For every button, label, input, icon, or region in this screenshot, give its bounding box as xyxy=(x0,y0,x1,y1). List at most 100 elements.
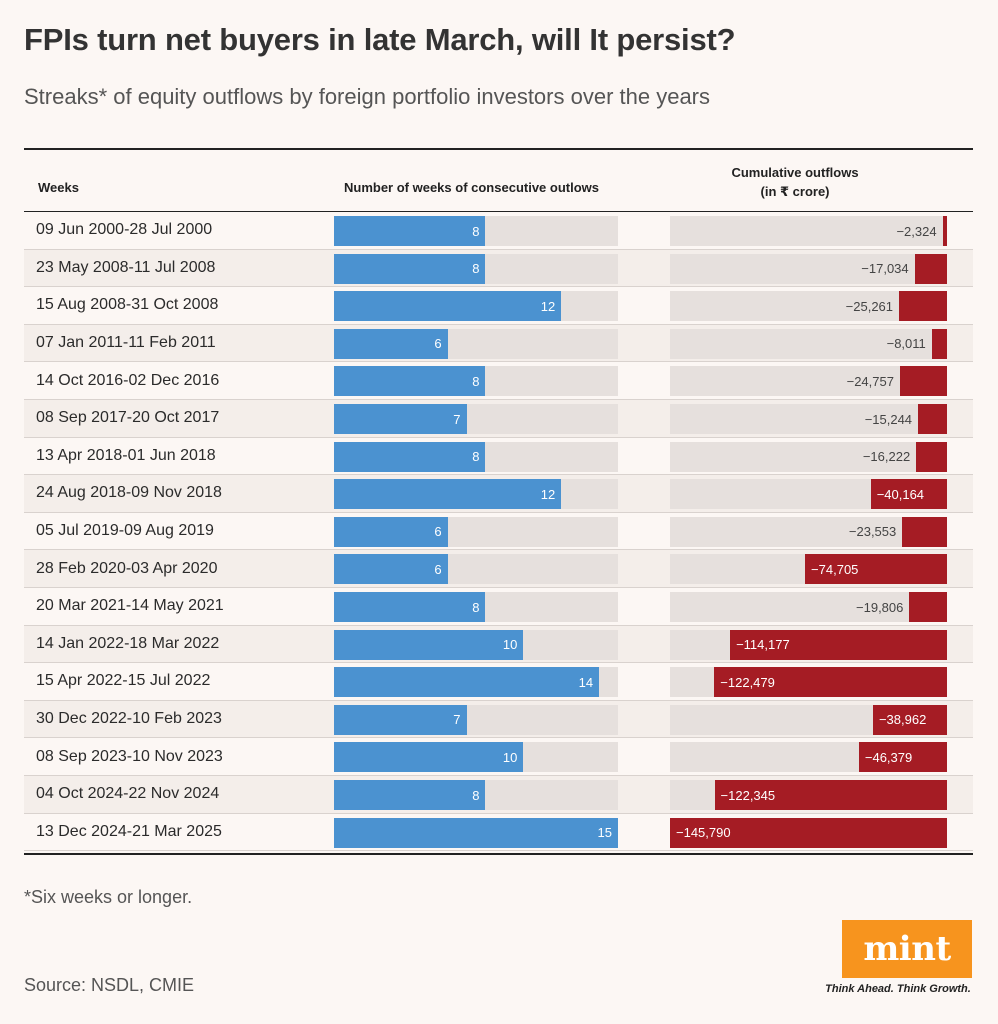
table-row: 20 Mar 2021-14 May 2021 8 −19,806 xyxy=(24,588,973,626)
weeks-bar-label: 7 xyxy=(453,712,461,728)
outflow-bar-label: −2,324 xyxy=(896,223,937,239)
weeks-bar-track: 10 xyxy=(334,629,618,660)
outflow-bar xyxy=(858,742,947,773)
table-row: 15 Apr 2022-15 Jul 2022 14 −122,479 xyxy=(24,663,973,701)
weeks-bar: 6 xyxy=(334,516,448,547)
weeks-bar: 7 xyxy=(334,704,467,735)
column-header-cumulative-outflows: Cumulative outflows (in ₹ crore) xyxy=(700,163,890,201)
table-row: 07 Jan 2011-11 Feb 2011 6 −8,011 xyxy=(24,324,973,363)
outflow-bar-track: −74,705 xyxy=(670,554,947,585)
weeks-bar-label: 15 xyxy=(597,825,612,841)
row-label: 30 Dec 2022-10 Feb 2023 xyxy=(36,710,222,728)
table-row: 08 Sep 2023-10 Nov 2023 10 −46,379 xyxy=(24,738,973,776)
outflow-bar-track: −122,479 xyxy=(670,667,947,698)
weeks-bar-track: 6 xyxy=(334,328,618,359)
table-row: 14 Jan 2022-18 Mar 2022 10 −114,177 xyxy=(24,625,973,664)
outflow-bar-track: −122,345 xyxy=(670,780,947,810)
weeks-bar-label: 7 xyxy=(453,411,461,427)
table-row: 30 Dec 2022-10 Feb 2023 7 −38,962 xyxy=(24,700,973,739)
outflow-bar-label: −114,177 xyxy=(736,637,790,653)
row-label: 28 Feb 2020-03 Apr 2020 xyxy=(36,559,218,577)
footnote: *Six weeks or longer. xyxy=(24,887,193,907)
weeks-bar: 15 xyxy=(334,817,618,848)
weeks-bar-track: 15 xyxy=(334,817,618,848)
weeks-bar-track: 14 xyxy=(334,667,618,698)
row-label: 23 May 2008-11 Jul 2008 xyxy=(36,258,216,276)
weeks-bar-track: 7 xyxy=(334,404,618,434)
header-rule xyxy=(24,211,973,212)
weeks-bar-label: 10 xyxy=(502,637,518,653)
bottom-rule xyxy=(24,853,973,855)
outflow-bar-label: −15,244 xyxy=(864,411,913,427)
table-row: 13 Dec 2024-21 Mar 2025 15 −145,790 xyxy=(24,814,973,852)
row-label: 13 Apr 2018-01 Jun 2018 xyxy=(36,446,216,464)
outflow-bar-track: −23,553 xyxy=(670,516,947,547)
table-row: 15 Aug 2008-31 Oct 2008 12 −25,261 xyxy=(24,287,973,325)
outflow-bar xyxy=(714,780,947,810)
row-label: 14 Oct 2016-02 Dec 2016 xyxy=(36,371,220,389)
weeks-bar-label: 8 xyxy=(472,223,480,239)
row-label: 07 Jan 2011-11 Feb 2011 xyxy=(36,334,216,352)
weeks-bar-label: 14 xyxy=(578,674,594,690)
table-row: 23 May 2008-11 Jul 2008 8 −17,034 xyxy=(24,249,973,288)
weeks-bar-track: 8 xyxy=(334,253,618,284)
table-row: 14 Oct 2016-02 Dec 2016 8 −24,757 xyxy=(24,362,973,400)
weeks-bar: 8 xyxy=(334,216,486,246)
row-label: 08 Sep 2017-20 Oct 2017 xyxy=(36,409,220,427)
outflow-bar-label: −8,011 xyxy=(886,336,926,352)
table-row: 24 Aug 2018-09 Nov 2018 12 −40,164 xyxy=(24,475,973,513)
weeks-bar-label: 6 xyxy=(434,524,442,540)
table-row: 09 Jun 2000-28 Jul 2000 8 −2,324 xyxy=(24,212,973,250)
outflow-bar xyxy=(805,554,947,585)
row-label: 15 Aug 2008-31 Oct 2008 xyxy=(36,296,219,314)
table-row: 04 Oct 2024-22 Nov 2024 8 −122,345 xyxy=(24,776,973,814)
outflow-bar-track: −19,806 xyxy=(670,592,947,622)
weeks-bar-track: 10 xyxy=(334,742,618,773)
outflow-bar-label: −24,757 xyxy=(846,373,894,389)
weeks-bar: 12 xyxy=(334,291,562,322)
weeks-bar-label: 6 xyxy=(434,336,442,352)
row-label: 14 Jan 2022-18 Mar 2022 xyxy=(36,634,220,652)
weeks-bar-track: 8 xyxy=(334,216,618,246)
weeks-bar: 10 xyxy=(334,742,524,773)
weeks-bar: 6 xyxy=(334,328,448,359)
column-header-weeks: Weeks xyxy=(38,180,79,195)
logo-tagline: Think Ahead. Think Growth. xyxy=(825,983,971,995)
outflow-bar xyxy=(942,216,947,246)
outflow-bar xyxy=(914,253,947,284)
outflow-bar xyxy=(872,704,947,735)
row-label: 13 Dec 2024-21 Mar 2025 xyxy=(36,822,222,840)
weeks-bar-track: 8 xyxy=(334,441,618,472)
top-rule xyxy=(24,148,973,150)
weeks-bar-label: 10 xyxy=(502,749,518,765)
outflow-bar xyxy=(714,667,947,698)
outflow-bar-label: −25,261 xyxy=(845,298,894,314)
outflow-bar xyxy=(931,328,947,359)
table-row: 13 Apr 2018-01 Jun 2018 8 −16,222 xyxy=(24,438,973,476)
outflow-bar xyxy=(730,629,947,660)
column-header-number-of-weeks: Number of weeks of consecutive outlows xyxy=(344,180,599,195)
outflow-bar-label: −16,222 xyxy=(862,449,911,465)
outflow-bar-label: −74,705 xyxy=(811,561,859,577)
weeks-bar-track: 12 xyxy=(334,479,618,510)
outflow-bar-track: −25,261 xyxy=(670,291,947,322)
outflow-bar xyxy=(909,592,947,622)
column-header-cumulative-line1: Cumulative outflows xyxy=(731,165,859,180)
chart-title: FPIs turn net buyers in late March, will… xyxy=(24,22,736,57)
outflow-bar-track: −15,244 xyxy=(670,404,947,434)
outflow-bar-track: −2,324 xyxy=(670,216,947,246)
weeks-bar-track: 12 xyxy=(334,291,618,322)
outflow-bar-track: −145,790 xyxy=(670,817,947,848)
row-label: 24 Aug 2018-09 Nov 2018 xyxy=(36,484,222,502)
weeks-bar-track: 8 xyxy=(334,366,618,397)
weeks-bar-label: 12 xyxy=(540,486,556,502)
weeks-bar-label: 8 xyxy=(472,787,480,803)
row-label: 20 Mar 2021-14 May 2021 xyxy=(36,597,224,615)
outflow-bar-label: −38,962 xyxy=(878,712,927,728)
row-label: 08 Sep 2023-10 Nov 2023 xyxy=(36,747,223,765)
weeks-bar-track: 8 xyxy=(334,592,618,622)
weeks-bar: 8 xyxy=(334,441,486,472)
weeks-bar-label: 8 xyxy=(472,599,480,615)
outflow-bar-track: −8,011 xyxy=(670,328,947,359)
outflow-bar-track: −38,962 xyxy=(670,704,947,735)
